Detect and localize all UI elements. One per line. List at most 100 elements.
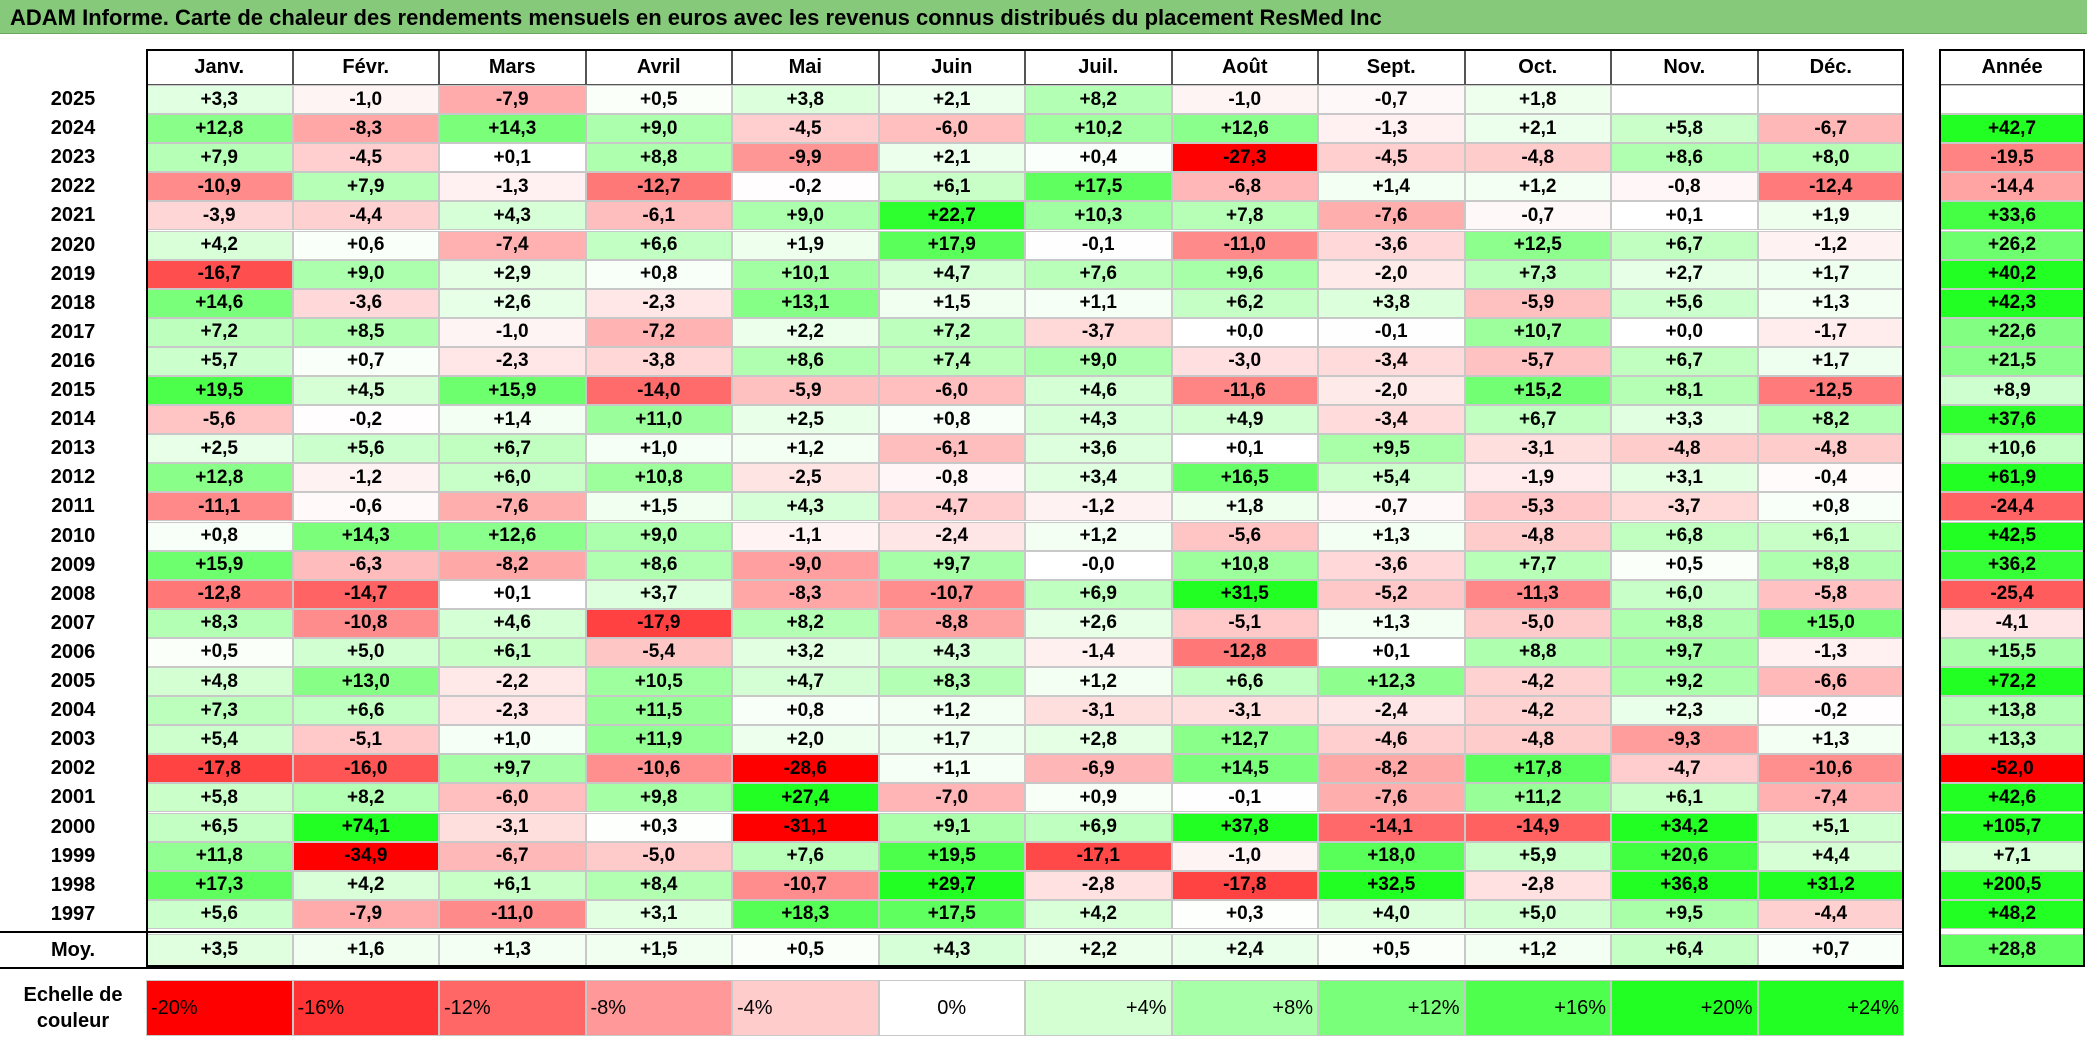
heatmap-cell: +10,3 — [1025, 201, 1172, 231]
heatmap-cell: +6,1 — [1611, 783, 1758, 813]
color-scale-swatch: +4% — [1025, 980, 1172, 1036]
heatmap-cell: +6,6 — [1171, 667, 1318, 697]
heatmap-cell: +15,9 — [146, 550, 293, 580]
heatmap-cell: +7,3 — [1464, 259, 1611, 289]
heatmap-cell: +2,6 — [439, 288, 586, 318]
heatmap-cell: +3,6 — [1025, 434, 1172, 464]
heatmap-cell: +0,1 — [439, 579, 586, 609]
heatmap-cell: -9,3 — [1611, 725, 1758, 755]
heatmap-cell: -6,8 — [1171, 172, 1318, 202]
heatmap-cell: -1,2 — [1025, 492, 1172, 522]
heatmap-cell: +5,4 — [146, 725, 293, 755]
heatmap-cell: +18,3 — [732, 899, 879, 929]
heatmap-cell: +74,1 — [292, 812, 439, 842]
year-label: 2025 — [0, 85, 146, 115]
year-label: 1997 — [0, 899, 146, 929]
heatmap-cell: -12,8 — [1171, 637, 1318, 667]
average-cell: +1,5 — [585, 933, 732, 967]
heatmap-cell: +9,6 — [1171, 259, 1318, 289]
heatmap-cell: -1,0 — [1171, 85, 1318, 115]
heatmap-cell: +12,8 — [146, 114, 293, 144]
heatmap-cell: +1,2 — [1025, 521, 1172, 551]
color-scale-swatch: +16% — [1464, 980, 1611, 1036]
heatmap-cell: +0,1 — [439, 143, 586, 173]
year-total-cell: +21,5 — [1939, 346, 2085, 376]
heatmap-cell: +2,5 — [732, 405, 879, 435]
year-total-cell: -14,4 — [1939, 172, 2085, 202]
average-label: Moy. — [0, 933, 146, 967]
year-total-cell: +42,6 — [1939, 783, 2085, 813]
heatmap-cell: -1,2 — [1757, 230, 1904, 260]
heatmap-cell: -2,3 — [439, 696, 586, 726]
heatmap-cell: -2,2 — [439, 667, 586, 697]
heatmap-cell: -10,8 — [292, 608, 439, 638]
heatmap-cell: +10,1 — [732, 259, 879, 289]
heatmap-cell: +8,0 — [1757, 143, 1904, 173]
heatmap-cell: +1,2 — [878, 696, 1025, 726]
heatmap-cell: -4,8 — [1464, 725, 1611, 755]
heatmap-cell: -5,4 — [585, 637, 732, 667]
heatmap-cell: +2,1 — [878, 143, 1025, 173]
heatmap-cell: -5,0 — [1464, 608, 1611, 638]
color-scale-label-line2: couleur — [36, 1010, 110, 1032]
heatmap-cell: -6,6 — [1757, 667, 1904, 697]
heatmap-cell: +36,8 — [1611, 870, 1758, 900]
heatmap-cell: -4,2 — [1464, 696, 1611, 726]
heatmap-cell: -0,1 — [1171, 783, 1318, 813]
year-total-cell: -4,1 — [1939, 608, 2085, 638]
heatmap-cell: -12,8 — [146, 579, 293, 609]
heatmap-cell: +0,8 — [585, 259, 732, 289]
average-cell: +0,5 — [1318, 933, 1465, 967]
heatmap-cell: +1,7 — [1757, 346, 1904, 376]
heatmap-cell: +6,7 — [1611, 346, 1758, 376]
heatmap-cell: -2,0 — [1318, 376, 1465, 406]
heatmap-cell: -1,0 — [439, 317, 586, 347]
heatmap-cell: +2,3 — [1611, 696, 1758, 726]
year-total-cell: -25,4 — [1939, 579, 2085, 609]
heatmap-cell: -6,7 — [1757, 114, 1904, 144]
heatmap-cell: -6,0 — [878, 376, 1025, 406]
heatmap-cell: -0,6 — [292, 492, 439, 522]
heatmap-cell: +0,6 — [292, 230, 439, 260]
heatmap-cell: -3,0 — [1171, 346, 1318, 376]
heatmap-cell: +29,7 — [878, 870, 1025, 900]
heatmap-cell: +17,9 — [878, 230, 1025, 260]
average-total-cell: +28,8 — [1939, 933, 2085, 967]
heatmap-cell: +19,5 — [878, 841, 1025, 871]
heatmap-cell: +9,1 — [878, 812, 1025, 842]
month-header: Mai — [732, 49, 879, 85]
heatmap-cell: -7,6 — [1318, 201, 1465, 231]
heatmap-cell: -11,3 — [1464, 579, 1611, 609]
heatmap-cell: +4,7 — [878, 259, 1025, 289]
heatmap-cell: +1,4 — [1318, 172, 1465, 202]
heatmap-cell: +8,3 — [146, 608, 293, 638]
heatmap-cell: +11,9 — [585, 725, 732, 755]
heatmap-cell: +4,3 — [878, 637, 1025, 667]
heatmap-cell: +2,6 — [1025, 608, 1172, 638]
heatmap-cell: +11,5 — [585, 696, 732, 726]
heatmap-cell: +8,5 — [292, 317, 439, 347]
year-label: 2002 — [0, 754, 146, 784]
heatmap-cell: -7,9 — [439, 85, 586, 115]
heatmap-cell: +1,2 — [1025, 667, 1172, 697]
heatmap-cell: -34,9 — [292, 841, 439, 871]
heatmap-cell: -14,1 — [1318, 812, 1465, 842]
month-header: Mars — [439, 49, 586, 85]
heatmap-cell: +0,8 — [732, 696, 879, 726]
heatmap-cell: -10,9 — [146, 172, 293, 202]
year-total-cell: -24,4 — [1939, 492, 2085, 522]
heatmap-cell: -4,8 — [1464, 143, 1611, 173]
heatmap-cell: -7,4 — [1757, 783, 1904, 813]
heatmap-cell: -1,3 — [439, 172, 586, 202]
average-cell: +4,3 — [878, 933, 1025, 967]
year-label: 2018 — [0, 288, 146, 318]
heatmap-cell: -2,8 — [1025, 870, 1172, 900]
heatmap-cell: +5,0 — [1464, 899, 1611, 929]
year-label: 2016 — [0, 346, 146, 376]
heatmap-cell — [1611, 85, 1758, 115]
heatmap-cell: +2,7 — [1611, 259, 1758, 289]
heatmap-cell: -3,1 — [1025, 696, 1172, 726]
heatmap-cell: -0,7 — [1464, 201, 1611, 231]
heatmap-cell: +6,1 — [878, 172, 1025, 202]
heatmap-cell: +5,9 — [1464, 841, 1611, 871]
